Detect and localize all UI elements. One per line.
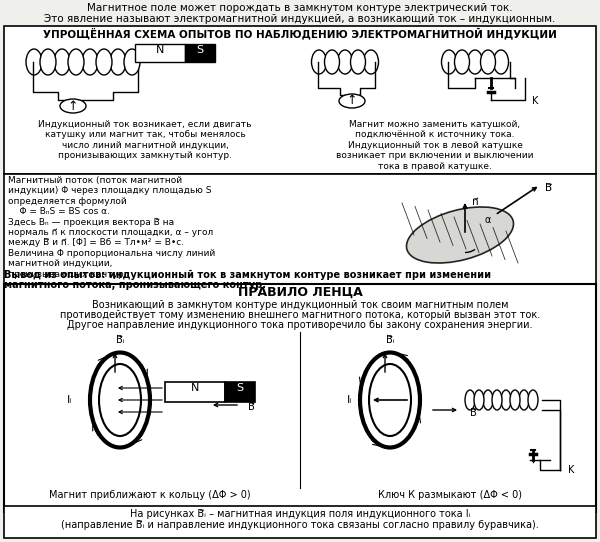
Ellipse shape <box>467 50 482 74</box>
Ellipse shape <box>337 50 353 74</box>
Text: B⃗ᵢ: B⃗ᵢ <box>386 335 394 345</box>
Text: N: N <box>156 45 164 55</box>
Text: Магнит приближают к кольцу (ΔΦ > 0): Магнит приближают к кольцу (ΔΦ > 0) <box>49 490 251 500</box>
Ellipse shape <box>124 49 140 75</box>
Bar <box>135 44 185 62</box>
Ellipse shape <box>339 94 365 108</box>
Ellipse shape <box>350 50 365 74</box>
Ellipse shape <box>528 390 538 410</box>
Ellipse shape <box>110 49 126 75</box>
Text: Магнит можно заменить катушкой,
подключённой к источнику тока.
Индукционный ток : Магнит можно заменить катушкой, подключё… <box>336 120 534 171</box>
Bar <box>4 284 596 512</box>
Ellipse shape <box>474 390 484 410</box>
Text: Iᵢ: Iᵢ <box>67 395 73 405</box>
Ellipse shape <box>483 390 493 410</box>
Ellipse shape <box>40 49 56 75</box>
Text: Другое направление индукционного тока противоречило бы закону сохранения энергии: Другое направление индукционного тока пр… <box>67 320 533 330</box>
Bar <box>4 174 596 284</box>
Text: противодействует тому изменению внешнего магнитного потока, который вызван этот : противодействует тому изменению внешнего… <box>60 310 540 320</box>
Text: B⃗ᵢ: B⃗ᵢ <box>116 335 124 345</box>
Text: Магнитное поле может порождать в замкнутом контуре электрический ток.: Магнитное поле может порождать в замкнут… <box>87 3 513 13</box>
Bar <box>4 506 596 538</box>
Text: K: K <box>532 96 538 106</box>
Ellipse shape <box>406 207 514 263</box>
Text: (направление B⃗ᵢ и направление индукционного тока связаны согласно правилу бурав: (направление B⃗ᵢ и направление индукцион… <box>61 520 539 530</box>
Ellipse shape <box>442 50 457 74</box>
Ellipse shape <box>455 50 470 74</box>
Bar <box>4 26 596 174</box>
Ellipse shape <box>54 49 70 75</box>
Ellipse shape <box>96 49 112 75</box>
Text: Возникающий в замкнутом контуре индукционный ток своим магнитным полем: Возникающий в замкнутом контуре индукцио… <box>92 300 508 310</box>
Bar <box>165 382 225 402</box>
Text: Индукционный ток возникает, если двигать
катушку или магнит так, чтобы менялось
: Индукционный ток возникает, если двигать… <box>38 120 252 160</box>
Text: S: S <box>236 383 244 393</box>
Ellipse shape <box>311 50 326 74</box>
Ellipse shape <box>519 390 529 410</box>
Text: УПРОЩЁННАЯ СХЕМА ОПЫТОВ ПО НАБЛЮДЕНИЮ ЭЛЕКТРОМАГНИТНОЙ ИНДУКЦИИ: УПРОЩЁННАЯ СХЕМА ОПЫТОВ ПО НАБЛЮДЕНИЮ ЭЛ… <box>43 28 557 40</box>
Text: B⃗: B⃗ <box>545 183 552 193</box>
Text: K: K <box>568 465 574 475</box>
Text: ПРАВИЛО ЛЕНЦА: ПРАВИЛО ЛЕНЦА <box>238 286 362 299</box>
Text: N: N <box>191 383 199 393</box>
Text: Iᵢ: Iᵢ <box>347 395 353 405</box>
Text: Вывод из опытов: индукционный ток в замкнутом контуре возникает при изменении: Вывод из опытов: индукционный ток в замк… <box>4 270 491 280</box>
Ellipse shape <box>82 49 98 75</box>
Text: B⃗: B⃗ <box>470 408 477 418</box>
Ellipse shape <box>501 390 511 410</box>
Text: n⃗: n⃗ <box>472 197 479 207</box>
Ellipse shape <box>364 50 379 74</box>
Text: Магнитный поток (поток магнитной
индукции) Φ через площадку площадью S
определяе: Магнитный поток (поток магнитной индукци… <box>8 176 215 279</box>
Text: Это явление называют электромагнитной индукцией, а возникающий ток – индукционны: Это явление называют электромагнитной ин… <box>44 14 556 24</box>
Ellipse shape <box>481 50 496 74</box>
Ellipse shape <box>493 50 509 74</box>
Text: S: S <box>196 45 203 55</box>
Text: ↑: ↑ <box>68 100 78 113</box>
Ellipse shape <box>465 390 475 410</box>
Bar <box>185 44 215 62</box>
Ellipse shape <box>492 390 502 410</box>
Ellipse shape <box>26 49 42 75</box>
Text: Ключ К размыкают (ΔΦ < 0): Ключ К размыкают (ΔΦ < 0) <box>378 490 522 500</box>
Ellipse shape <box>60 99 86 113</box>
Text: На рисунках B⃗ᵢ – магнитная индукция поля индукционного тока Iᵢ: На рисунках B⃗ᵢ – магнитная индукция пол… <box>130 509 470 519</box>
Text: магнитного потока, пронизывающего контур.: магнитного потока, пронизывающего контур… <box>4 280 266 290</box>
Ellipse shape <box>325 50 340 74</box>
Ellipse shape <box>510 390 520 410</box>
Text: ↑: ↑ <box>347 94 357 107</box>
Bar <box>225 382 255 402</box>
Text: α: α <box>485 215 491 225</box>
Ellipse shape <box>68 49 84 75</box>
Text: B⃗: B⃗ <box>248 402 255 412</box>
